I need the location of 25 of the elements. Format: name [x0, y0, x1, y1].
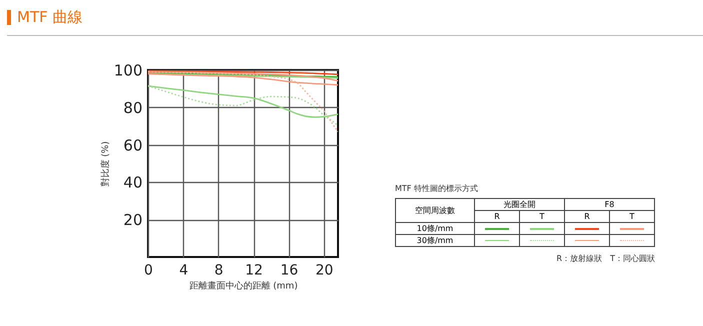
text: R [564, 210, 610, 222]
text: 光圈全開 [474, 198, 564, 210]
y-tick-label: 100 [114, 62, 142, 80]
x-tick-label: 8 [214, 262, 224, 278]
x-tick-label: 20 [316, 262, 334, 278]
x-tick-label: 12 [245, 262, 263, 278]
text: T [610, 210, 654, 222]
y-tick-label: 60 [123, 136, 142, 154]
y-tick-label: 40 [123, 174, 142, 192]
y-tick-label: 80 [123, 98, 142, 117]
text: 10條/mm [396, 222, 474, 234]
y-tick-label: 20 [123, 211, 142, 230]
x-tick-label: 0 [144, 262, 153, 278]
x-axis-title: 距離畫面中心的距離 (mm) [189, 280, 298, 292]
text: 空間周波數 [396, 198, 474, 222]
text: R [474, 210, 520, 222]
text: F8 [564, 198, 654, 210]
chart-title: MTF 曲線 [17, 8, 83, 26]
text: 30條/mm [396, 234, 474, 246]
y-axis-title: 對比度 (%) [100, 141, 111, 187]
text: T [520, 210, 564, 222]
text: R：放射線狀 T：同心圓狀 [556, 253, 655, 264]
x-tick-label: 16 [280, 262, 298, 278]
text: MTF 特性圖的標示方式 [395, 183, 479, 194]
x-tick-label: 4 [179, 262, 188, 278]
